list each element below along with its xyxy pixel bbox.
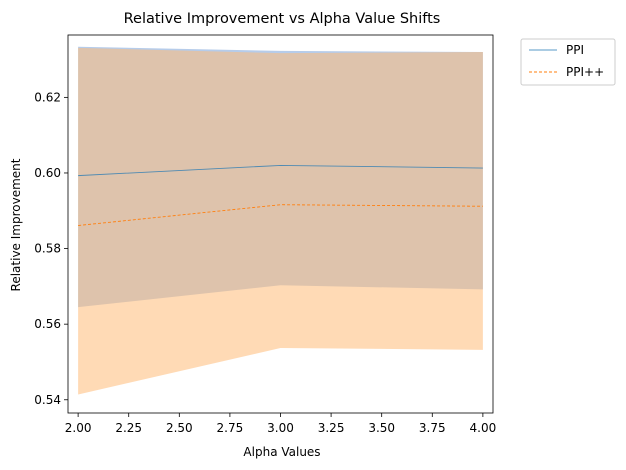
x-tick-label: 3.75 xyxy=(419,421,446,435)
y-tick-label: 0.62 xyxy=(34,90,61,104)
x-tick-label: 2.00 xyxy=(65,421,92,435)
x-tick-label: 3.00 xyxy=(267,421,294,435)
x-tick-label: 3.25 xyxy=(318,421,345,435)
x-tick-label: 2.50 xyxy=(166,421,193,435)
x-axis-ticks: 2.00 2.25 2.50 2.75 3.00 3.25 3.50 3.75 4.00 xyxy=(65,413,496,435)
x-tick-label: 2.25 xyxy=(115,421,142,435)
legend: PPI PPI++ xyxy=(520,38,616,86)
series-lines xyxy=(78,164,483,226)
legend-frame xyxy=(520,38,616,86)
confidence-bands xyxy=(78,46,483,395)
plot-area xyxy=(67,34,494,414)
series-line-ppi-plus-plus xyxy=(78,204,483,226)
y-tick-label: 0.56 xyxy=(34,317,61,331)
legend-label-ppi-plus-plus: PPI++ xyxy=(566,65,604,79)
legend-label-ppi: PPI xyxy=(566,43,584,57)
x-tick-label: 2.75 xyxy=(217,421,244,435)
y-tick-label: 0.58 xyxy=(34,242,61,256)
x-tick-label: 4.00 xyxy=(470,421,497,435)
y-axis-title: Relative Improvement xyxy=(9,158,23,291)
x-axis-title: Alpha Values xyxy=(243,445,320,459)
y-tick-label: 0.60 xyxy=(34,166,61,180)
series-line-ppi xyxy=(78,164,483,177)
y-tick-label: 0.54 xyxy=(34,393,61,407)
x-tick-label: 3.50 xyxy=(368,421,395,435)
y-axis-ticks: 0.54 0.56 0.58 0.60 0.62 xyxy=(34,90,68,407)
chart-title: Relative Improvement vs Alpha Value Shif… xyxy=(124,11,441,27)
band-ppi-plus-plus xyxy=(78,47,483,395)
